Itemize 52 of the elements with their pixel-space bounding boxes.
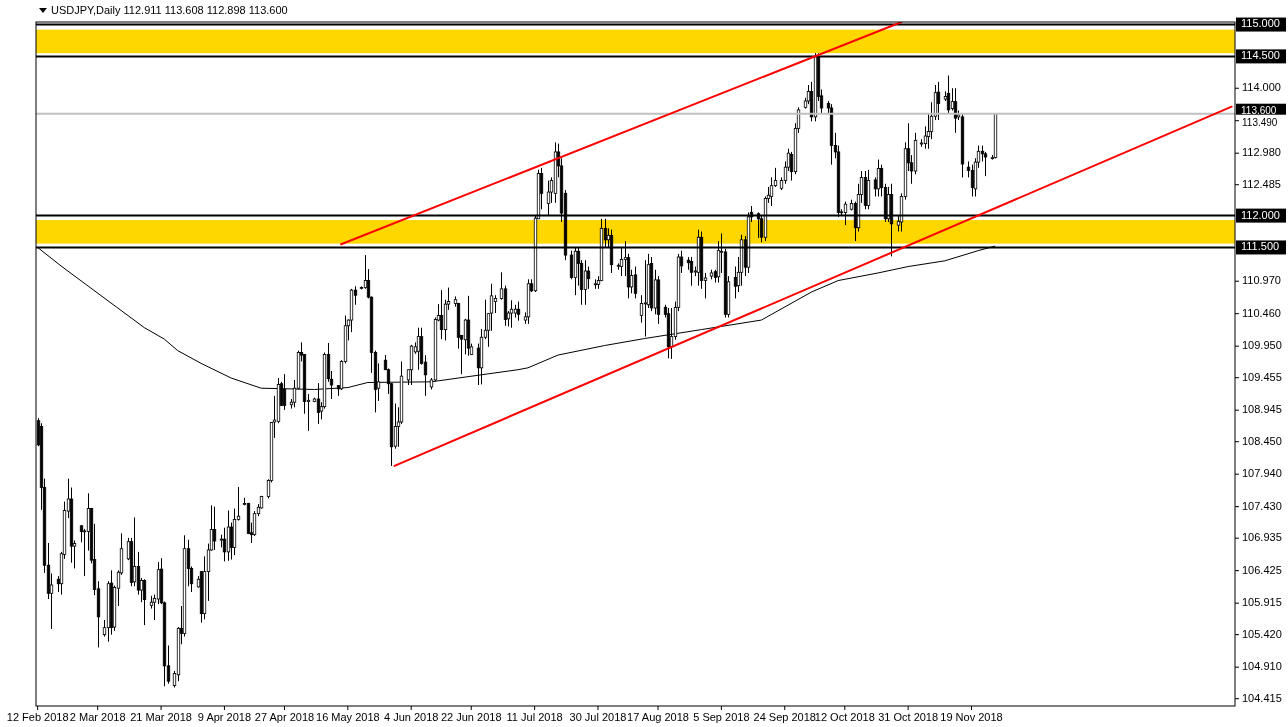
candlestick: [142, 578, 147, 626]
y-tick-label: 108.945: [1242, 403, 1282, 416]
ref-line-label: 114.500: [1241, 49, 1280, 62]
ref-line-label: 115.000: [1241, 17, 1280, 30]
candlestick: [639, 294, 644, 324]
y-tick-label: 109.950: [1242, 339, 1282, 352]
candlestick: [970, 164, 975, 197]
y-tick-label: 105.915: [1242, 596, 1282, 609]
y-tick-label: 113.490: [1242, 117, 1278, 129]
candlestick: [876, 159, 881, 197]
candlestick: [586, 266, 591, 290]
ref-line-label: 112.000: [1241, 208, 1280, 221]
x-tick-label: 30 Jul 2018: [569, 711, 627, 723]
candlestick: [212, 506, 217, 551]
candlestick: [633, 266, 638, 299]
ref-line-label: 111.500: [1241, 240, 1280, 253]
x-tick-label: 27 Apr 2018: [254, 711, 315, 723]
y-tick-label: 114.000: [1242, 81, 1281, 94]
y-tick-label: 107.940: [1242, 467, 1282, 480]
y-tick-label: 104.910: [1242, 660, 1282, 673]
x-tick-label: 17 Aug 2018: [627, 711, 689, 723]
chart-title: USDJPY,Daily 112.911 113.608 112.898 113.600: [51, 4, 288, 16]
y-tick-label: 104.415: [1242, 691, 1282, 704]
x-tick-label: 22 Jun 2018: [440, 711, 502, 723]
candlestick: [229, 522, 234, 561]
x-tick-label: 12 Oct 2018: [814, 711, 875, 723]
x-tick-label: 11 Jul 2018: [506, 711, 563, 723]
x-tick-label: 4 Jun 2018: [383, 711, 439, 723]
y-tick-label: 108.450: [1242, 434, 1282, 447]
y-tick-label: 112.485: [1242, 177, 1281, 190]
ref-line-label: 113.600: [1241, 105, 1277, 117]
y-tick-label: 109.455: [1242, 370, 1282, 383]
x-tick-label: 9 Apr 2018: [197, 711, 252, 723]
candlestick: [463, 318, 468, 355]
x-tick-label: 31 Oct 2018: [878, 711, 939, 723]
candlestick: [569, 250, 574, 280]
y-tick-label: 107.430: [1242, 499, 1282, 512]
x-tick-label: 12 Feb 2018: [6, 711, 69, 723]
x-tick-label: 24 Sep 2018: [753, 711, 816, 723]
y-tick-label: 110.970: [1242, 274, 1281, 287]
x-tick-label: 19 Nov 2018: [940, 711, 1003, 723]
x-tick-label: 16 May 2018: [316, 711, 380, 723]
y-tick-label: 110.460: [1242, 306, 1281, 319]
x-tick-label: 5 Sep 2018: [693, 711, 750, 723]
y-tick-label: 112.980: [1242, 146, 1281, 159]
candlestick: [936, 81, 941, 121]
y-tick-label: 106.425: [1242, 563, 1282, 576]
x-tick-label: 2 Mar 2018: [69, 711, 126, 723]
y-tick-label: 105.420: [1242, 627, 1282, 640]
y-tick-label: 106.935: [1242, 531, 1282, 544]
candlestick: [643, 259, 648, 338]
x-tick-label: 21 Mar 2018: [130, 711, 192, 723]
